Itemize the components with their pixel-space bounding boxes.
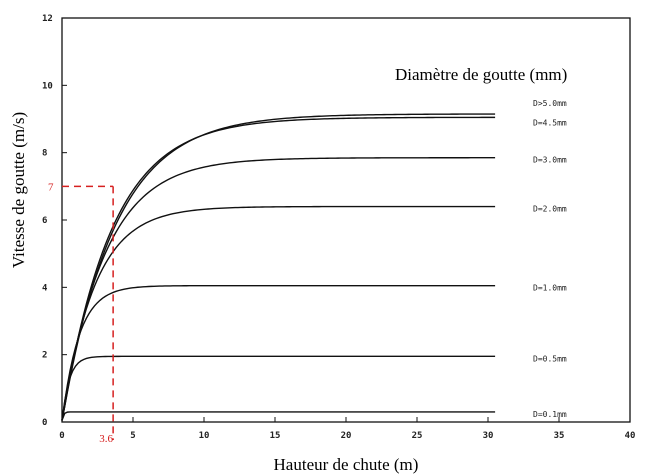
- series-labels: D>5.0mm D=4.5mm D=3.0mm D=2.0mm D=1.0mm D=0.5…: [533, 99, 567, 419]
- series-label: D=1.0mm: [533, 284, 567, 293]
- series-label: D=0.1mm: [533, 410, 567, 419]
- series-line: [61, 355, 496, 421]
- x-tick-label: 25: [412, 431, 423, 441]
- x-tick-label: 20: [341, 431, 352, 441]
- x-axis: 0 5 10 15 20 25 30 35 40: [59, 417, 635, 441]
- y-tick-label: 2: [42, 351, 47, 361]
- x-axis-title: Hauteur de chute (m): [274, 455, 419, 474]
- annotation-y-label: 7: [48, 181, 54, 193]
- series-label: D=0.5mm: [533, 354, 567, 363]
- series-label: D=4.5mm: [533, 118, 567, 127]
- x-tick-label: 30: [483, 431, 494, 441]
- series-line: [61, 284, 496, 421]
- y-axis-title: Vitesse de goutte (m/s): [9, 112, 28, 268]
- series-line: [61, 157, 496, 421]
- series-line: [61, 116, 496, 421]
- series-line: [61, 113, 496, 421]
- series-label: D=3.0mm: [533, 156, 567, 165]
- series-curves: [61, 113, 496, 421]
- x-tick-label: 15: [270, 431, 281, 441]
- x-tick-label: 5: [130, 431, 135, 441]
- x-tick-label: 10: [199, 431, 210, 441]
- y-axis: 0 2 4 6 8 10 12: [42, 14, 67, 428]
- x-tick-label: 40: [625, 431, 636, 441]
- series-line: [61, 411, 496, 421]
- series-label: D>5.0mm: [533, 99, 567, 108]
- annotation: 3.67: [48, 181, 114, 445]
- x-tick-label: 0: [59, 431, 64, 441]
- x-tick-label: 35: [554, 431, 565, 441]
- y-tick-label: 12: [42, 14, 53, 24]
- y-tick-label: 0: [42, 418, 47, 428]
- series-label: D=2.0mm: [533, 205, 567, 214]
- y-tick-label: 8: [42, 149, 47, 159]
- legend-title: Diamètre de goutte (mm): [395, 65, 567, 84]
- y-tick-label: 6: [42, 216, 47, 226]
- y-tick-label: 4: [42, 283, 48, 293]
- series-line: [61, 205, 496, 421]
- y-tick-label: 10: [42, 81, 53, 91]
- annotation-x-label: 3.6: [99, 433, 113, 445]
